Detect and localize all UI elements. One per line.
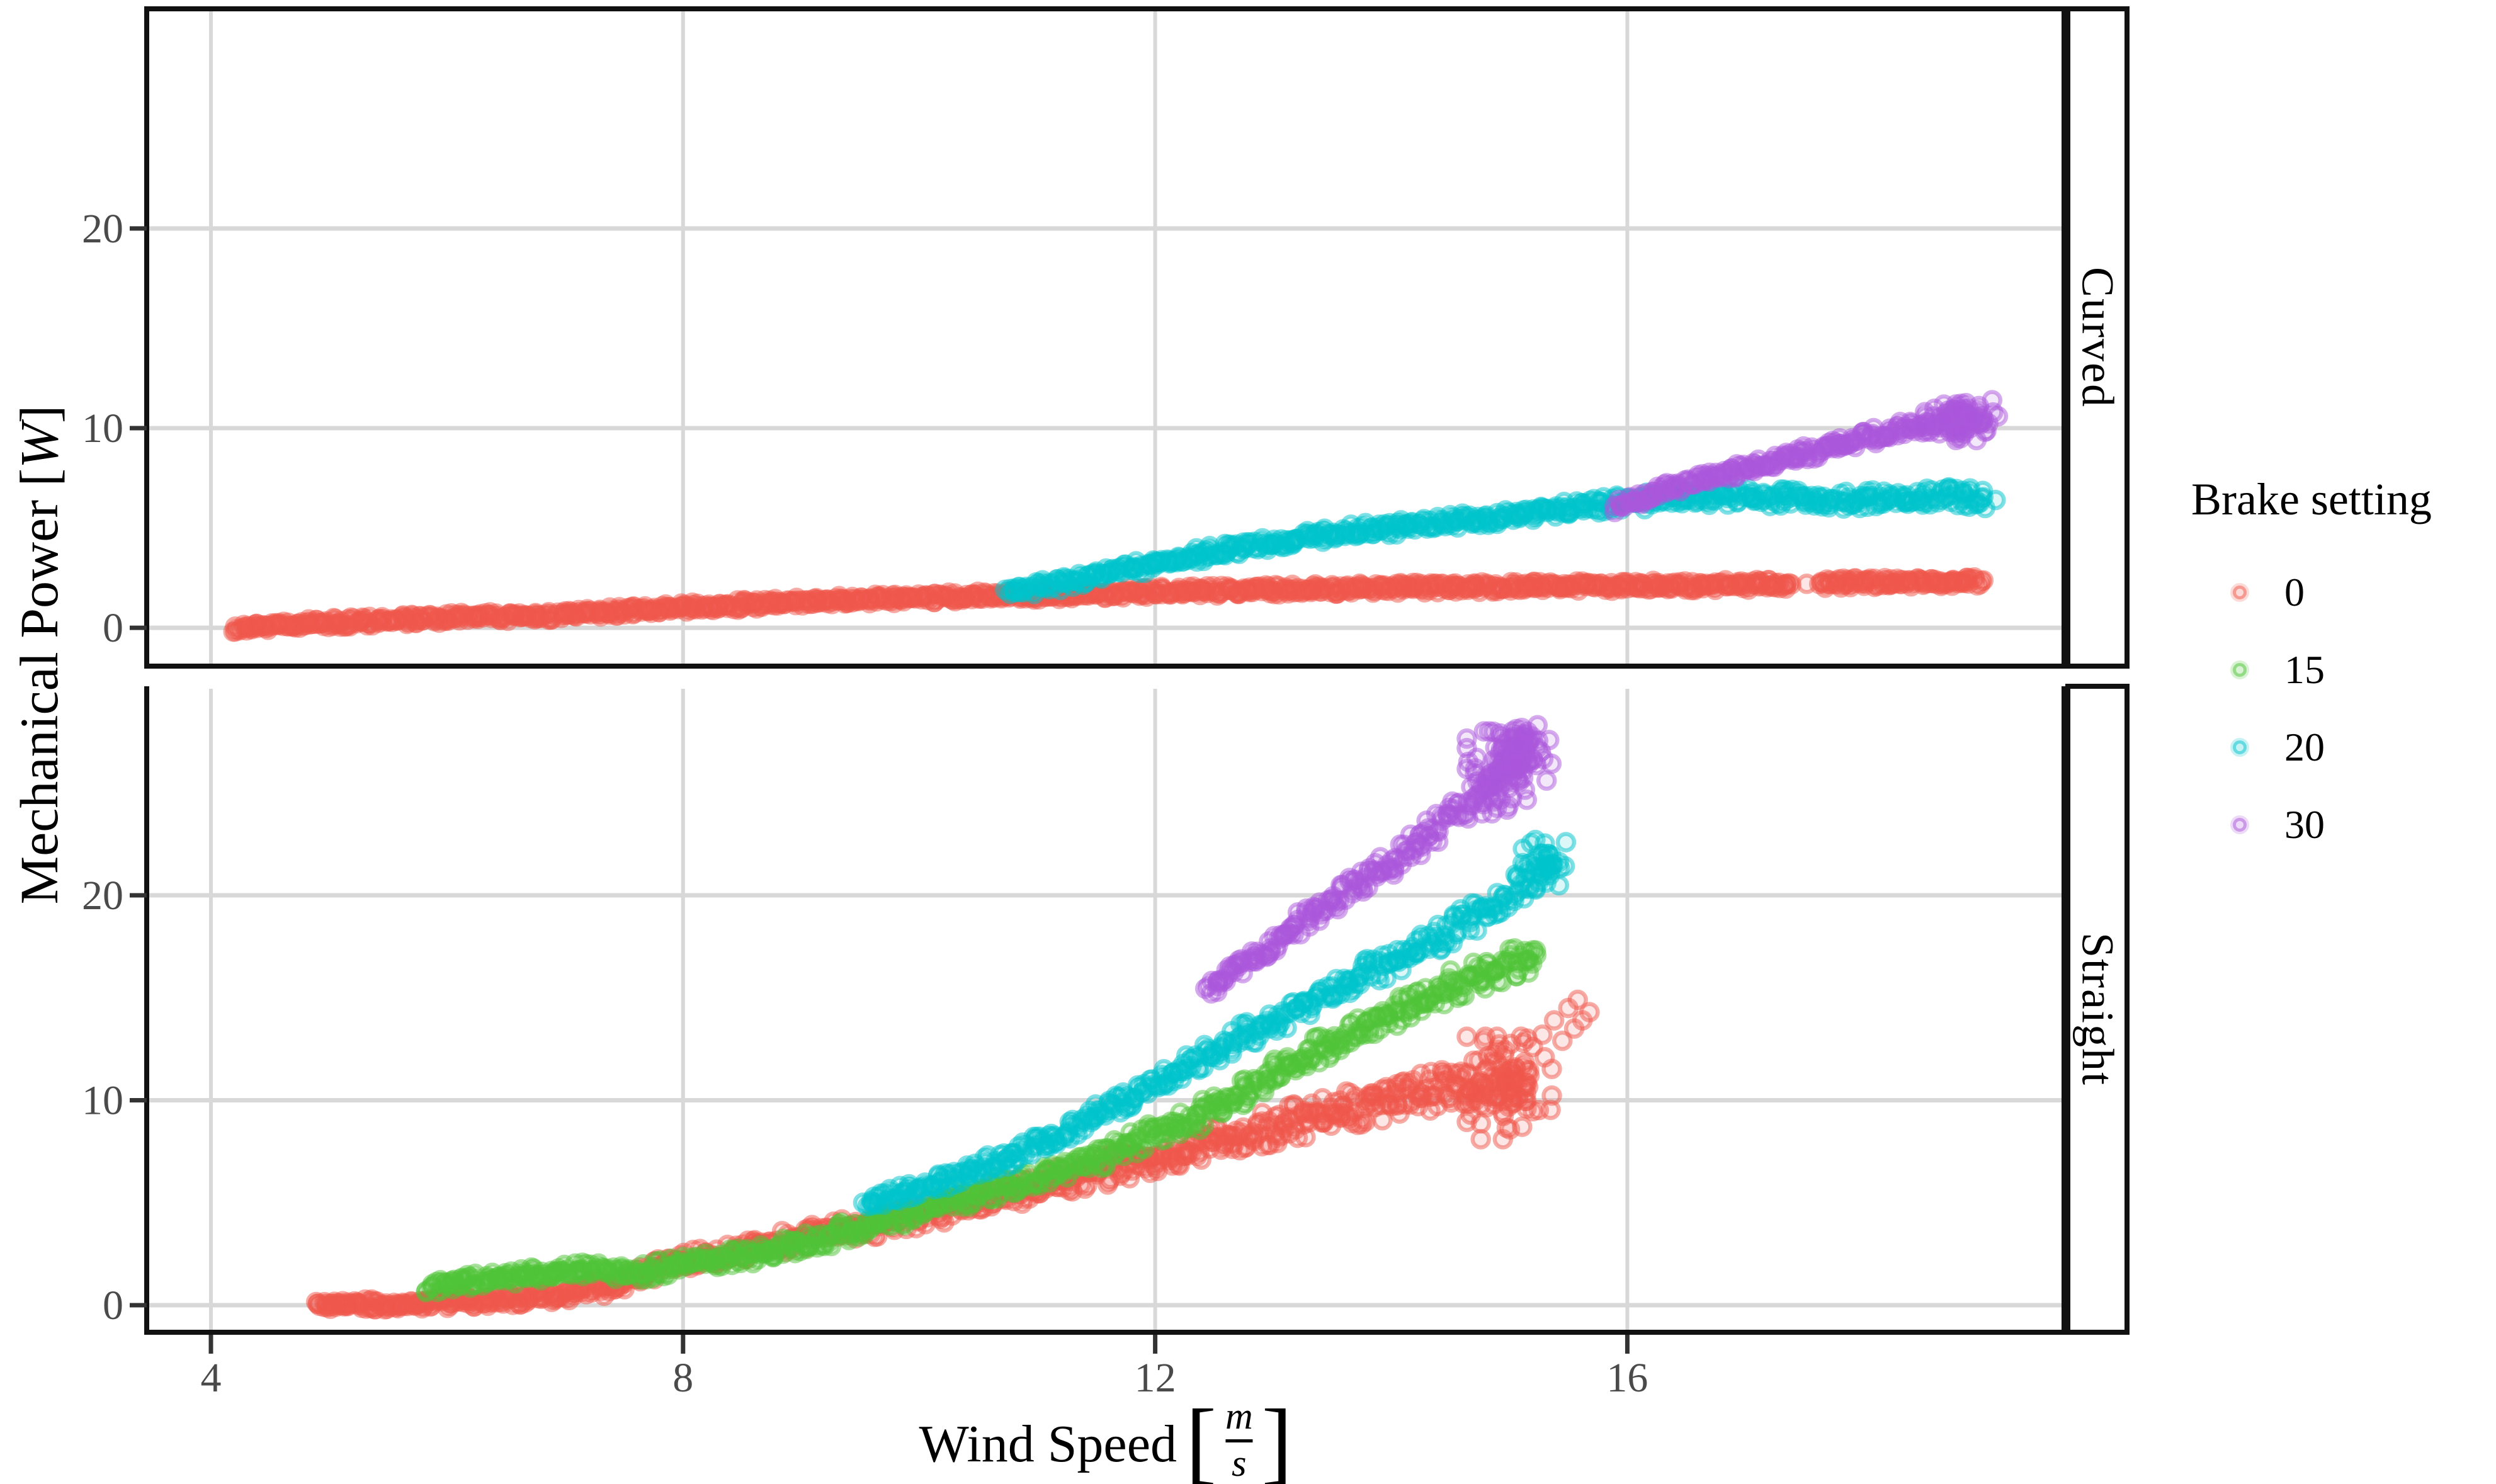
- unit-fraction: m s: [1225, 1395, 1253, 1484]
- legend-ring-icon: [2233, 662, 2247, 677]
- y-tick-label: 20: [82, 206, 123, 252]
- bottom-panel: 0 10 20: [82, 686, 2067, 1335]
- facet-strip-label: Curved: [2072, 267, 2123, 408]
- x-title-text: Wind Speed: [919, 1415, 1177, 1474]
- legend-item: 30: [2191, 786, 2493, 863]
- frac-denominator: s: [1232, 1442, 1247, 1484]
- x-axis-title: Wind Speed [ m s ]: [919, 1390, 1293, 1484]
- x-tick-label: 16: [1606, 1355, 1648, 1401]
- y-title-close: ]: [9, 405, 69, 424]
- legend-item: 15: [2191, 631, 2493, 708]
- legend-label: 30: [2284, 801, 2325, 847]
- legend: Brake setting 0 15 20 30: [2191, 473, 2493, 863]
- series-0: [223, 567, 1994, 642]
- facet-strip-curved: Curved: [2065, 6, 2130, 669]
- points-layer: [305, 715, 1600, 1320]
- y-axis-title: Mechanical Power [W]: [8, 405, 71, 905]
- series-20: [995, 477, 2006, 604]
- series-30: [1194, 715, 1562, 1004]
- legend-ring-icon: [2233, 740, 2247, 754]
- facet-strip-straight: Straight: [2065, 684, 2130, 1335]
- legend-label: 0: [2284, 569, 2305, 615]
- legend-items: 0 15 20 30: [2191, 553, 2493, 863]
- y-tick-label: 10: [82, 405, 123, 451]
- legend-point-icon: [2230, 815, 2249, 834]
- frac-numerator: m: [1225, 1395, 1253, 1437]
- x-tick-label: 8: [672, 1355, 693, 1401]
- facet-strip-label: Straight: [2072, 932, 2123, 1086]
- y-tick-label: 20: [82, 873, 123, 919]
- y-tick-label: 10: [82, 1078, 123, 1124]
- legend-label: 15: [2284, 647, 2325, 692]
- legend-point-icon: [2230, 660, 2249, 679]
- y-title-text: Mechanical Power [: [9, 468, 69, 905]
- series-30: [1604, 390, 2009, 523]
- legend-ring-icon: [2233, 585, 2247, 599]
- legend-ring-icon: [2233, 817, 2247, 832]
- fraction-bar: [1225, 1439, 1253, 1443]
- x-tick-label: 12: [1135, 1355, 1176, 1401]
- legend-item: 0: [2191, 553, 2493, 631]
- legend-title: Brake setting: [2191, 474, 2432, 524]
- gridlines: [149, 689, 2062, 1330]
- panel-border: [144, 6, 2067, 669]
- x-tick-label: 4: [200, 1355, 221, 1401]
- points-layer: [223, 390, 2009, 642]
- legend-point-icon: [2230, 737, 2249, 757]
- series-20: [853, 829, 1577, 1216]
- panel-border: [144, 686, 2067, 1335]
- top-panel: 0 10 20: [82, 6, 2067, 669]
- legend-point-icon: [2230, 582, 2249, 602]
- y-tick-label: 0: [103, 605, 123, 651]
- legend-item: 20: [2191, 708, 2493, 786]
- legend-label: 20: [2284, 724, 2325, 769]
- series-15: [416, 938, 1547, 1303]
- x-axis: 4 8 12 16: [200, 1335, 1648, 1401]
- y-tick-label: 0: [103, 1283, 123, 1328]
- y-title-unit: W: [9, 423, 69, 468]
